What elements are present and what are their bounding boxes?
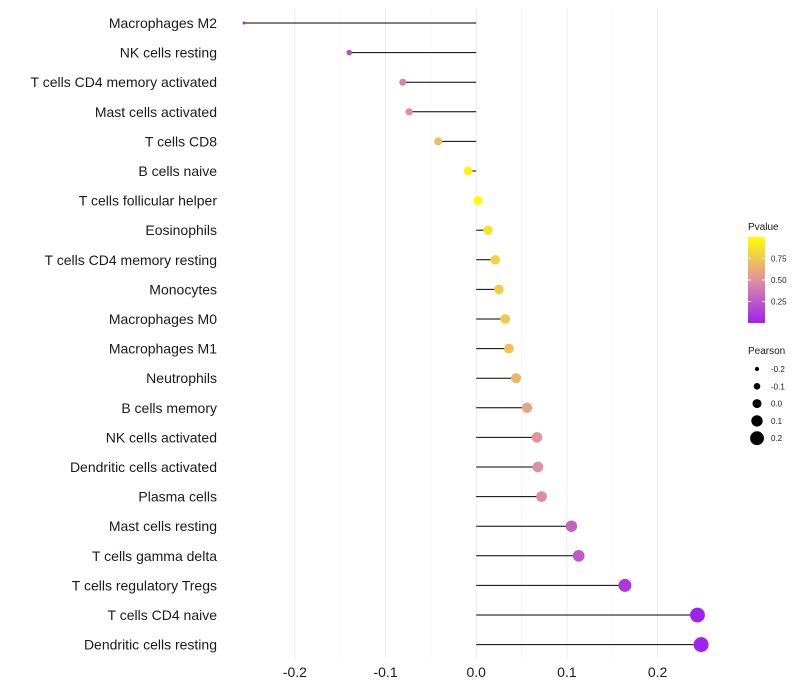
lollipop-dot — [618, 578, 632, 592]
category-label: B cells memory — [121, 400, 217, 416]
x-tick-label: -0.2 — [283, 664, 307, 680]
size-legend-dot — [754, 366, 760, 372]
category-label: Macrophages M1 — [109, 341, 217, 357]
category-label: T cells gamma delta — [92, 548, 217, 564]
category-label: T cells CD8 — [145, 133, 217, 149]
pvalue-colorbar — [748, 237, 765, 323]
category-label: Mast cells resting — [109, 518, 217, 534]
lollipop-dot — [690, 607, 705, 623]
category-label: T cells regulatory Tregs — [72, 577, 217, 593]
category-label: Monocytes — [149, 281, 217, 297]
lollipop-dot — [434, 137, 443, 146]
lollipop-dot — [511, 373, 522, 384]
category-label: Neutrophils — [146, 370, 217, 386]
lollipop-dot — [503, 343, 514, 354]
category-label: NK cells resting — [120, 45, 217, 61]
category-labels: Macrophages M2 NK cells resting T cells CD… — [31, 15, 218, 653]
size-legend-label: -0.2 — [771, 365, 785, 374]
size-legend-dot — [753, 383, 761, 390]
colorbar-tick-label: 0.25 — [771, 298, 787, 307]
category-label: B cells naive — [138, 163, 217, 179]
lollipop-dot — [500, 314, 511, 324]
stem-layer — [244, 22, 702, 646]
category-label: NK cells activated — [106, 429, 217, 445]
x-tick-label: -0.1 — [373, 664, 397, 680]
category-label: Dendritic cells resting — [84, 637, 217, 653]
size-legend-dot — [752, 399, 762, 409]
size-legend-dot — [751, 415, 763, 427]
size-legend-label: -0.1 — [771, 382, 785, 391]
x-tick-label: 0.2 — [648, 664, 668, 680]
category-label: T cells follicular helper — [79, 193, 218, 209]
lollipop-dot — [536, 491, 547, 502]
lollipop-dot — [473, 196, 483, 206]
size-legend-label: 0.2 — [771, 434, 783, 443]
size-legend-dot — [750, 431, 764, 446]
pearson-legend-title: Pearson — [748, 346, 785, 357]
colorbar-tick-label: 0.50 — [771, 276, 787, 285]
pvalue-legend-title: Pvalue — [748, 222, 779, 233]
grid-layer — [294, 8, 659, 658]
category-label: T cells CD4 naive — [108, 607, 218, 623]
category-label: T cells CD4 memory resting — [45, 252, 217, 268]
category-label: Eosinophils — [145, 222, 217, 238]
lollipop-dot — [346, 49, 353, 56]
lollipop-dot — [521, 402, 533, 413]
lollipop-dot — [572, 549, 585, 562]
category-label: Plasma cells — [138, 489, 217, 505]
category-label: Macrophages M2 — [109, 15, 217, 31]
lollipop-dot — [490, 255, 501, 265]
lollipop-dot — [693, 637, 709, 653]
lollipop-dot — [483, 225, 493, 235]
pvalue-legend: Pvalue 0.25 0.50 0.75 — [748, 222, 787, 323]
category-label: Mast cells activated — [95, 104, 217, 120]
lollipop-dot — [565, 520, 578, 532]
x-tick-label: 0.1 — [557, 664, 577, 680]
lollipop-dot — [494, 284, 504, 295]
x-axis: -0.2 -0.1 0.0 0.1 0.2 — [283, 664, 668, 680]
size-legend-label: 0.0 — [771, 400, 783, 409]
category-label: T cells CD4 memory activated — [31, 74, 217, 90]
lollipop-dot — [531, 432, 543, 443]
pearson-legend: Pearson -0.2 -0.1 0.0 0.1 0.2 — [748, 346, 785, 446]
category-label: Dendritic cells activated — [70, 459, 217, 475]
lollipop-dot — [405, 108, 413, 116]
x-tick-label: 0.0 — [466, 664, 486, 680]
size-legend-label: 0.1 — [771, 417, 783, 426]
lollipop-dot — [532, 461, 544, 473]
lollipop-dot — [399, 78, 407, 86]
colorbar-tick-label: 0.75 — [771, 255, 787, 264]
dot-layer — [242, 21, 709, 653]
lollipop-dot — [463, 166, 473, 176]
lollipop-dot — [242, 21, 246, 25]
category-label: Macrophages M0 — [109, 311, 217, 327]
